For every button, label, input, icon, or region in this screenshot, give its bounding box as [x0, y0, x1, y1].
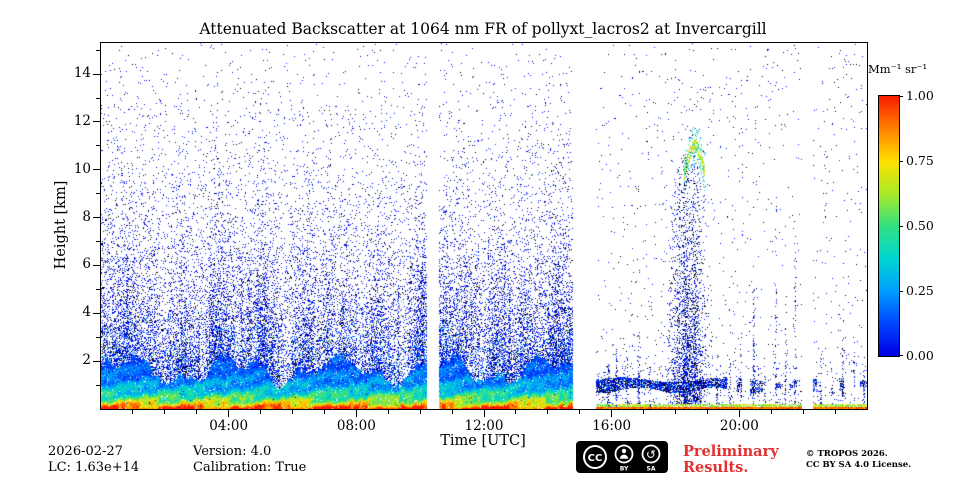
colorbar-tick-label: 0.25 [906, 283, 934, 298]
x-tick-minor [834, 410, 836, 414]
y-tick-minor [96, 193, 100, 195]
colorbar-tick-label: 0.75 [906, 153, 934, 168]
x-tick-minor [196, 410, 198, 414]
x-tick-minor [132, 410, 134, 414]
y-tick-label: 14 [73, 65, 91, 82]
y-tick-major [93, 360, 100, 362]
colorbar-tick [899, 225, 903, 227]
colorbar-tick [899, 290, 903, 292]
x-tick-major [483, 410, 485, 417]
x-tick-major [738, 410, 740, 417]
heatmap-canvas [101, 43, 867, 409]
colorbar-unit-label: Mm⁻¹ sr⁻¹ [868, 62, 928, 76]
y-axis-label: Height [km] [53, 180, 69, 270]
y-tick-major [93, 312, 100, 314]
x-tick-minor [675, 410, 676, 414]
y-tick-minor [96, 288, 100, 290]
x-tick-minor [260, 410, 262, 414]
y-tick-label: 2 [82, 352, 91, 369]
by-icon: BY [614, 444, 634, 473]
x-tick-minor [547, 410, 549, 414]
preliminary-results-line2: Results. [683, 459, 749, 476]
footer-date: 2026-02-27 [48, 444, 123, 459]
plot-area: 04:00 08:00 12:00 16:00 20:00 2 4 6 8 10 12 14 [74, 42, 868, 434]
copyright-text: © TROPOS 2026. [806, 449, 888, 459]
colorbar-tick [899, 95, 903, 97]
y-tick-major [93, 217, 100, 219]
sa-icon: ↺ SA [641, 444, 661, 473]
cc-license-badge: CC BY ↺ SA [576, 441, 668, 473]
y-tick-label: 12 [73, 112, 91, 129]
x-tick-minor [419, 410, 421, 414]
colorbar-canvas [879, 96, 899, 356]
x-tick-minor [292, 410, 293, 414]
x-tick-minor [164, 410, 166, 414]
x-tick-major [228, 410, 230, 417]
x-tick-minor [802, 410, 804, 414]
x-tick-minor [643, 410, 645, 414]
x-tick-minor [770, 410, 772, 414]
sa-arrow-glyph: ↺ [646, 448, 656, 462]
y-tick-label: 4 [82, 304, 91, 321]
y-tick-minor [96, 49, 100, 51]
y-tick-label: 6 [82, 256, 91, 273]
colorbar-tick-label: 0.50 [906, 218, 934, 233]
y-tick-minor [96, 145, 100, 147]
cc-icon-label: CC [588, 453, 603, 464]
x-tick-minor [706, 410, 708, 414]
license-text: CC BY SA 4.0 License. [806, 460, 912, 470]
footer-calibration: Calibration: True [193, 460, 307, 475]
x-tick-major [611, 410, 613, 417]
colorbar-tick-label: 1.00 [906, 88, 934, 103]
y-tick-label: 10 [73, 160, 91, 177]
y-tick-minor [96, 384, 100, 386]
x-tick-label: 16:00 [592, 418, 632, 434]
y-tick-label: 8 [82, 208, 91, 225]
x-tick-major [355, 410, 357, 417]
by-icon-label: BY [620, 466, 629, 473]
footer-version: Version: 4.0 [193, 444, 272, 459]
sa-icon-label: SA [647, 466, 656, 473]
x-tick-label: 20:00 [719, 418, 759, 434]
x-axis-label: Time [UTC] [440, 433, 526, 449]
y-tick-minor [96, 241, 100, 243]
footer-lidar-constant: LC: 1.63e+14 [48, 460, 140, 475]
x-tick-minor [515, 410, 517, 414]
cc-icon: CC [583, 445, 607, 469]
y-tick-major [93, 169, 100, 171]
preliminary-results-line1: Preliminary [683, 443, 779, 460]
x-tick-minor [323, 410, 325, 414]
y-tick-major [93, 73, 100, 75]
colorbar-tick [899, 160, 903, 162]
x-tick-minor [387, 410, 389, 414]
chart-title: Attenuated Backscatter at 1064 nm FR of … [199, 20, 767, 38]
x-tick-minor [451, 410, 453, 414]
colorbar-tick [899, 354, 903, 356]
x-tick-label: 04:00 [209, 418, 249, 434]
x-tick-label: 08:00 [336, 418, 376, 434]
y-tick-minor [96, 97, 100, 99]
y-tick-minor [96, 336, 100, 338]
x-tick-label: 12:00 [464, 418, 504, 434]
y-tick-major [93, 121, 100, 123]
x-tick-minor [579, 410, 581, 414]
colorbar: 1.00 0.75 0.50 0.25 0.00 [878, 88, 934, 363]
colorbar-tick-label: 0.00 [906, 348, 934, 363]
y-tick-major [93, 264, 100, 266]
